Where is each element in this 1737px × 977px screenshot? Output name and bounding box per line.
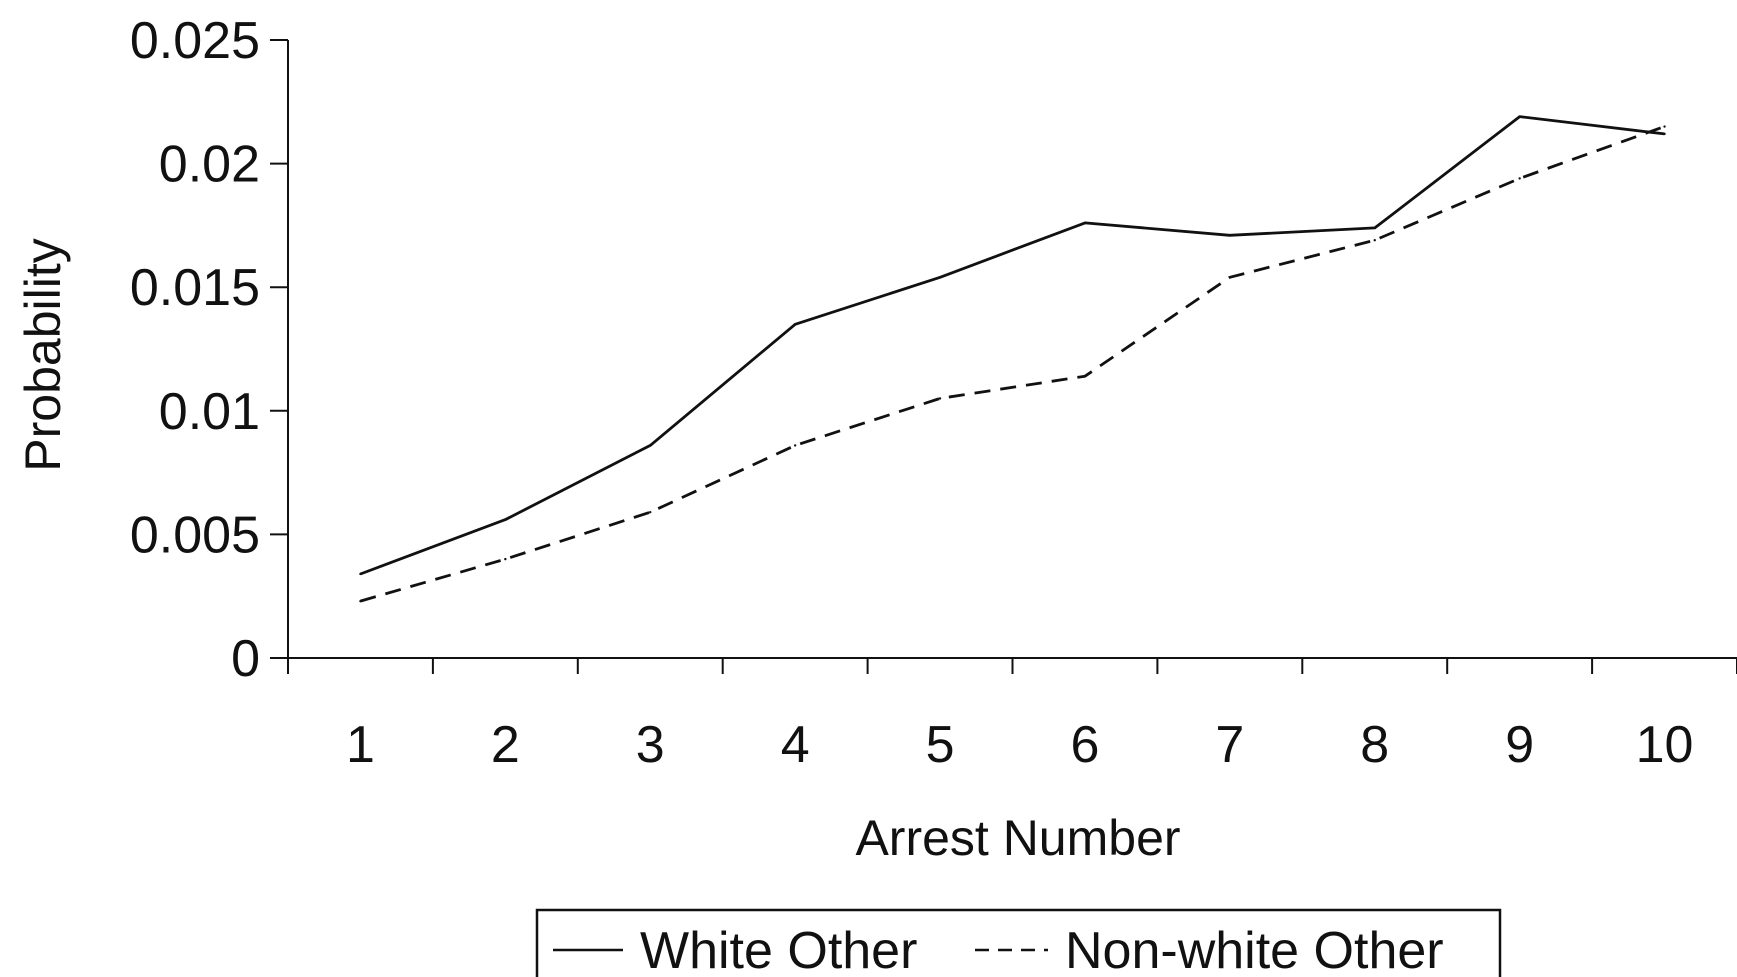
data-point (1228, 234, 1232, 237)
data-point (938, 397, 942, 400)
x-axis-title: Arrest Number (855, 810, 1180, 866)
x-tick-label: 4 (781, 716, 810, 774)
x-tick-label: 2 (491, 716, 520, 774)
y-tick-label: 0.015 (130, 259, 260, 317)
y-tick-label: 0.02 (159, 136, 260, 194)
x-tick-label: 3 (636, 716, 665, 774)
x-tick-label: 7 (1215, 716, 1244, 774)
y-tick-label: 0.025 (130, 12, 260, 70)
data-point (359, 599, 362, 603)
data-point (938, 276, 942, 279)
data-point (793, 323, 797, 326)
data-point (359, 572, 362, 576)
data-point (1518, 115, 1521, 118)
series-layer (359, 115, 1666, 603)
y-axis-title: Probability (15, 238, 71, 471)
data-point (649, 444, 652, 447)
data-point (1083, 221, 1087, 225)
y-tick-label: 0.01 (159, 383, 260, 441)
y-tick-label: 0.005 (130, 506, 260, 564)
data-point (1083, 374, 1087, 378)
data-point (1663, 132, 1666, 136)
y-tick-label: 0 (231, 630, 260, 688)
x-tick-label: 6 (1070, 716, 1099, 774)
x-tick-label: 8 (1360, 716, 1389, 774)
data-point (504, 518, 507, 521)
series-line-non-white-other (360, 125, 1665, 603)
legend-box (535, 908, 1502, 977)
legend-label-white-other: White Other (640, 922, 917, 977)
data-point (1373, 226, 1376, 230)
plot-area: 0 0.005 0.01 0.015 0.02 0.025 1 2 3 4 5 6 7 8 9 10 (130, 12, 1737, 774)
data-point (1518, 177, 1521, 180)
data-point (649, 510, 652, 514)
legend-label-non-white-other: Non-white Other (1065, 922, 1444, 977)
data-point (1373, 239, 1376, 242)
data-point (1663, 125, 1666, 128)
x-tick-label: 9 (1505, 716, 1534, 774)
y-ticks: 0 0.005 0.01 0.015 0.02 0.025 (130, 12, 288, 688)
data-point (793, 444, 797, 447)
x-tick-label: 1 (346, 716, 375, 774)
series-line-white-other (359, 115, 1665, 576)
x-ticks: 1 2 3 4 5 6 7 8 9 10 (287, 658, 1737, 774)
data-point (504, 557, 507, 561)
x-tick-label: 5 (926, 716, 955, 774)
legend: White Other Non-white Other (535, 908, 1502, 977)
data-point (1228, 276, 1232, 279)
x-tick-label: 10 (1636, 716, 1694, 774)
